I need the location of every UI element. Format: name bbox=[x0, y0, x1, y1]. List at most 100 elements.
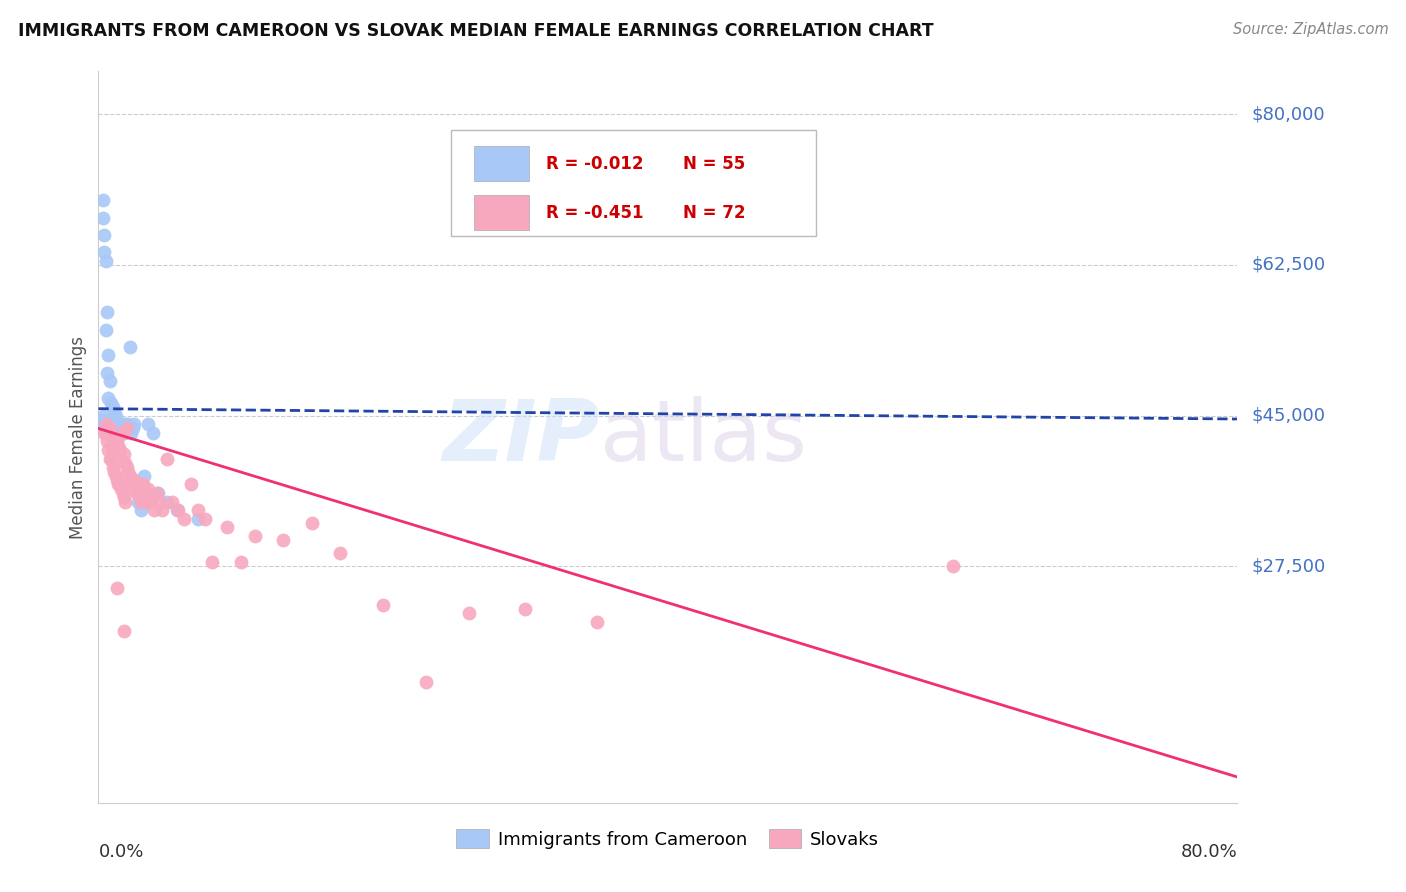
Point bbox=[105, 413, 128, 427]
Point bbox=[118, 468, 141, 483]
Point bbox=[118, 340, 141, 354]
Point bbox=[94, 253, 117, 268]
Point bbox=[103, 404, 125, 418]
Point bbox=[112, 491, 135, 505]
Point bbox=[149, 494, 172, 508]
Point bbox=[91, 194, 114, 208]
Point bbox=[97, 348, 120, 362]
Point bbox=[90, 413, 112, 427]
Point bbox=[110, 417, 132, 432]
Point bbox=[96, 305, 118, 319]
Point bbox=[108, 477, 131, 491]
Point bbox=[115, 421, 138, 435]
Point bbox=[122, 473, 145, 487]
Point bbox=[112, 624, 135, 638]
Point bbox=[243, 529, 266, 543]
Point bbox=[107, 425, 129, 440]
Point bbox=[89, 417, 111, 432]
Point bbox=[135, 494, 157, 508]
Point bbox=[103, 465, 125, 479]
Point bbox=[180, 477, 202, 491]
Bar bbox=[474, 195, 529, 230]
Bar bbox=[474, 146, 529, 181]
Text: 0.0%: 0.0% bbox=[98, 843, 143, 861]
Point bbox=[101, 400, 124, 414]
Point bbox=[329, 546, 352, 560]
Point bbox=[111, 486, 134, 500]
Point bbox=[98, 421, 121, 435]
Point bbox=[94, 322, 117, 336]
Point bbox=[166, 503, 188, 517]
Point bbox=[111, 421, 134, 435]
Point bbox=[117, 465, 139, 479]
Point bbox=[114, 494, 136, 508]
Point bbox=[215, 520, 238, 534]
Text: $27,500: $27,500 bbox=[1251, 558, 1326, 575]
Point bbox=[117, 417, 139, 432]
Point bbox=[127, 486, 149, 500]
Point bbox=[103, 434, 125, 449]
Text: N = 55: N = 55 bbox=[683, 155, 745, 173]
Point bbox=[97, 392, 120, 406]
Point bbox=[94, 417, 117, 432]
Point bbox=[131, 477, 153, 491]
FancyBboxPatch shape bbox=[451, 130, 815, 235]
Point bbox=[136, 417, 159, 432]
Point bbox=[122, 417, 145, 432]
Point bbox=[100, 430, 122, 444]
Text: IMMIGRANTS FROM CAMEROON VS SLOVAK MEDIAN FEMALE EARNINGS CORRELATION CHART: IMMIGRANTS FROM CAMEROON VS SLOVAK MEDIA… bbox=[18, 22, 934, 40]
Point bbox=[115, 421, 138, 435]
Point bbox=[100, 395, 122, 409]
Point bbox=[98, 374, 121, 388]
Point bbox=[97, 413, 120, 427]
Point bbox=[132, 468, 155, 483]
Point bbox=[139, 494, 162, 508]
Point bbox=[111, 425, 134, 440]
Point bbox=[229, 555, 252, 569]
Point bbox=[100, 417, 122, 432]
Y-axis label: Median Female Earnings: Median Female Earnings bbox=[69, 335, 87, 539]
Legend: Immigrants from Cameroon, Slovaks: Immigrants from Cameroon, Slovaks bbox=[449, 822, 887, 856]
Text: R = -0.012: R = -0.012 bbox=[546, 155, 644, 173]
Text: atlas: atlas bbox=[599, 395, 807, 479]
Point bbox=[96, 434, 118, 449]
Point bbox=[107, 439, 129, 453]
Point bbox=[201, 555, 224, 569]
Point bbox=[121, 421, 143, 435]
Point bbox=[105, 425, 128, 440]
Point bbox=[98, 451, 121, 466]
Point bbox=[194, 512, 217, 526]
Point bbox=[108, 417, 131, 432]
Point bbox=[187, 503, 209, 517]
Point bbox=[121, 477, 143, 491]
Point bbox=[114, 456, 136, 470]
Point bbox=[156, 451, 179, 466]
Point bbox=[93, 421, 115, 435]
Point bbox=[173, 512, 195, 526]
Point bbox=[457, 607, 479, 621]
Point bbox=[105, 581, 128, 595]
Point bbox=[98, 425, 121, 440]
Point bbox=[103, 417, 125, 432]
Point bbox=[273, 533, 295, 548]
Point bbox=[105, 473, 128, 487]
Point bbox=[142, 503, 165, 517]
Point bbox=[94, 417, 117, 432]
Point bbox=[100, 451, 122, 466]
Point bbox=[104, 468, 127, 483]
Text: $80,000: $80,000 bbox=[1251, 105, 1324, 123]
Text: Source: ZipAtlas.com: Source: ZipAtlas.com bbox=[1233, 22, 1389, 37]
Point bbox=[128, 491, 150, 505]
Point bbox=[110, 451, 132, 466]
Point bbox=[120, 473, 142, 487]
Point bbox=[101, 425, 124, 440]
Point bbox=[148, 486, 170, 500]
Point bbox=[104, 442, 127, 457]
Point bbox=[301, 516, 323, 530]
Point bbox=[132, 482, 155, 496]
Point bbox=[152, 503, 174, 517]
Point bbox=[96, 425, 118, 440]
Point bbox=[101, 442, 124, 457]
Point bbox=[127, 494, 149, 508]
Text: ZIP: ZIP bbox=[441, 395, 599, 479]
